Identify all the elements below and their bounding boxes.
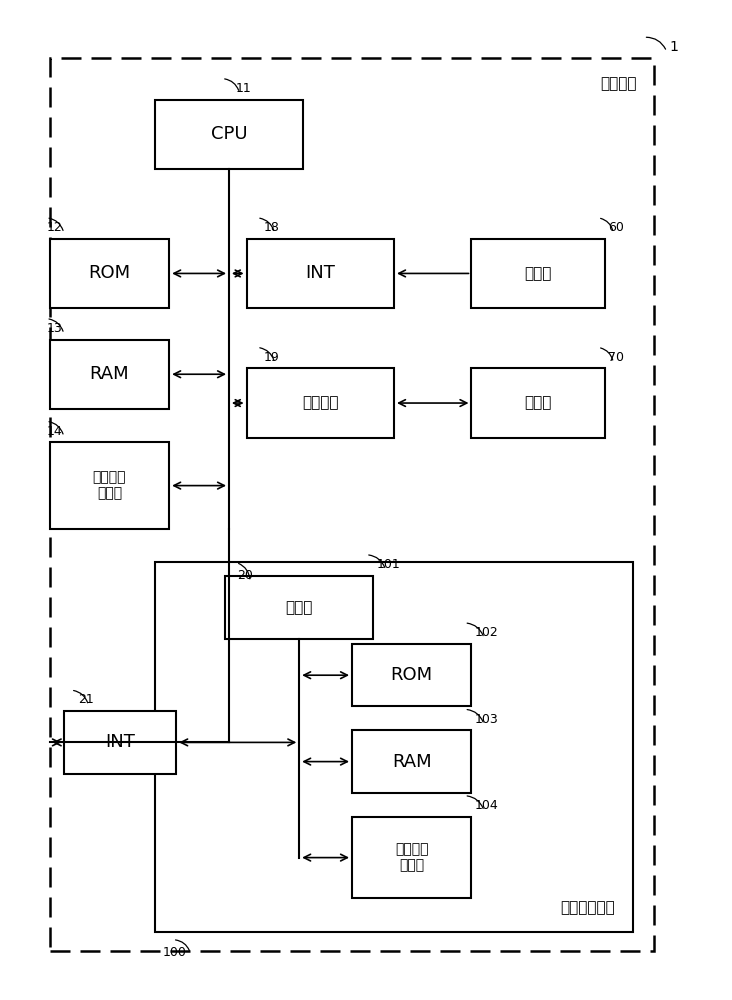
FancyBboxPatch shape (352, 730, 471, 793)
FancyBboxPatch shape (155, 100, 303, 169)
FancyBboxPatch shape (471, 239, 605, 308)
FancyBboxPatch shape (247, 239, 394, 308)
Text: ROM: ROM (89, 264, 130, 282)
Text: 103: 103 (475, 713, 498, 726)
Text: RAM: RAM (90, 365, 130, 383)
Text: 非易失性
存储器: 非易失性 存储器 (395, 842, 428, 873)
FancyBboxPatch shape (155, 562, 633, 932)
Text: 控制装置: 控制装置 (600, 76, 637, 91)
Text: 机器学习装置: 机器学习装置 (561, 900, 616, 915)
FancyBboxPatch shape (352, 817, 471, 898)
Text: 12: 12 (46, 221, 62, 234)
FancyBboxPatch shape (247, 368, 394, 438)
Text: 13: 13 (46, 322, 62, 335)
Text: 11: 11 (236, 82, 252, 95)
FancyBboxPatch shape (50, 239, 169, 308)
Text: 控制电路: 控制电路 (302, 396, 339, 411)
Text: 100: 100 (163, 946, 186, 959)
Text: INT: INT (105, 733, 135, 751)
Text: 传感器: 传感器 (525, 266, 552, 281)
Text: 104: 104 (475, 799, 498, 812)
Text: RAM: RAM (392, 753, 431, 771)
Text: 60: 60 (608, 221, 624, 234)
Text: 102: 102 (475, 626, 498, 639)
Text: 1: 1 (670, 40, 679, 54)
Text: ROM: ROM (391, 666, 433, 684)
Text: INT: INT (305, 264, 335, 282)
Text: 18: 18 (264, 221, 280, 234)
Text: 非易失性
存储器: 非易失性 存储器 (93, 470, 126, 501)
Text: 101: 101 (376, 558, 400, 571)
Text: 70: 70 (608, 351, 624, 364)
Text: 19: 19 (264, 351, 280, 364)
FancyBboxPatch shape (50, 442, 169, 529)
Text: 20: 20 (237, 569, 253, 582)
Text: 输送机: 输送机 (525, 396, 552, 411)
FancyBboxPatch shape (225, 576, 373, 639)
Text: CPU: CPU (211, 125, 247, 143)
Text: 处理器: 处理器 (285, 600, 313, 615)
FancyBboxPatch shape (352, 644, 471, 706)
Text: 14: 14 (46, 425, 62, 438)
FancyBboxPatch shape (64, 711, 176, 774)
Text: 21: 21 (78, 693, 94, 706)
FancyBboxPatch shape (50, 340, 169, 409)
FancyBboxPatch shape (471, 368, 605, 438)
